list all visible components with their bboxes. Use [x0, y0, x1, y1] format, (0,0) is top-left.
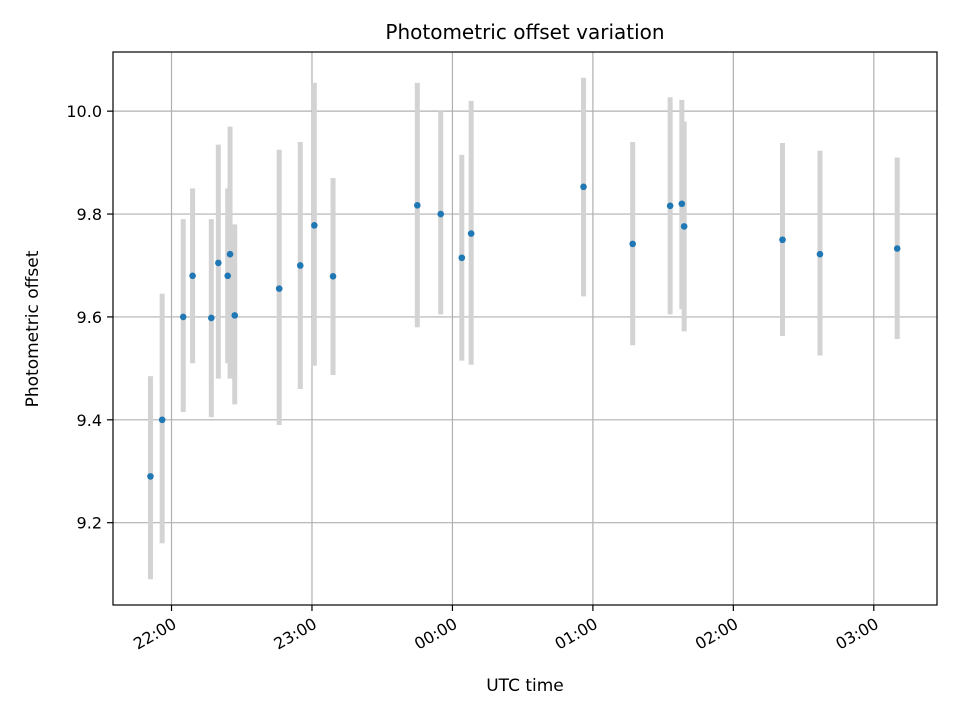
data-point	[467, 230, 475, 237]
y-tick-label: 9.4	[77, 411, 102, 430]
plot-frame	[112, 51, 938, 606]
y-tick-label: 9.2	[77, 514, 102, 533]
data-point	[680, 223, 688, 230]
data-point	[666, 202, 674, 210]
data-point	[414, 201, 421, 209]
data-point	[311, 222, 318, 229]
data-point	[437, 210, 445, 218]
data-point	[231, 312, 239, 319]
data-point	[147, 473, 154, 480]
data-point	[215, 259, 222, 267]
y-axis-label: Photometric offset	[23, 250, 43, 407]
x-axis-label: UTC time	[486, 676, 564, 696]
data-points	[147, 183, 901, 480]
y-tick-label: 9.6	[77, 308, 102, 327]
data-point	[678, 200, 686, 208]
y-tick-label: 9.8	[77, 205, 102, 224]
data-point	[179, 313, 187, 321]
data-point	[226, 250, 234, 258]
data-point	[189, 272, 196, 280]
data-point	[208, 314, 215, 322]
data-point	[816, 250, 824, 258]
y-tick-label: 10.0	[66, 102, 102, 121]
data-point	[580, 183, 587, 191]
chart-title: Photometric offset variation	[385, 20, 664, 44]
data-point	[329, 272, 337, 280]
y-axis-ticks: 9.2 9.4 9.6 9.8 10.0	[66, 102, 113, 533]
data-point	[158, 416, 166, 424]
data-point	[458, 254, 466, 262]
data-point	[893, 245, 901, 252]
data-point	[275, 285, 283, 292]
data-point	[296, 262, 304, 269]
data-point	[779, 236, 786, 244]
data-point	[224, 272, 232, 280]
data-point	[629, 240, 636, 248]
